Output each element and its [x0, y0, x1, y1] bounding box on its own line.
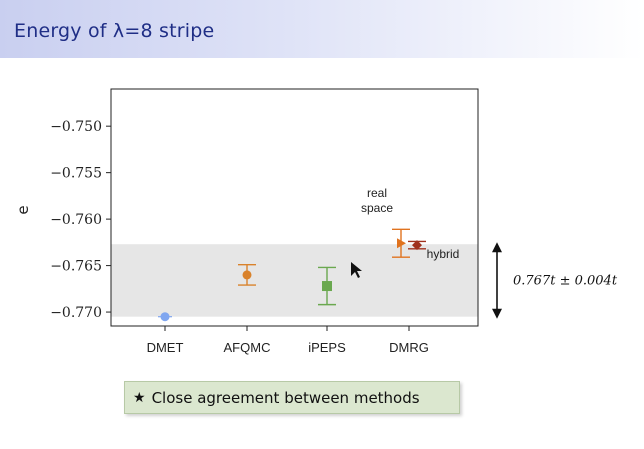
x-tick-label: iPEPS	[308, 340, 346, 355]
y-tick-label: −0.750	[50, 119, 102, 135]
arrow-head-top	[492, 242, 502, 253]
star-icon: ★	[133, 389, 146, 406]
consensus-band	[111, 244, 478, 317]
y-tick-label: −0.755	[50, 166, 102, 182]
band-annotation: 0.767t ± 0.004t	[513, 273, 618, 288]
plot-frame	[110, 88, 479, 327]
callout-text: Close agreement between methods	[151, 388, 420, 407]
annotation-real: real	[367, 186, 387, 200]
y-axis-label: e	[14, 205, 32, 214]
annotation-space: space	[361, 201, 393, 215]
data-point-dmrg-real-space	[397, 238, 406, 249]
callout-box: ★ Close agreement between methods	[124, 381, 460, 414]
x-tick-label: AFQMC	[224, 340, 271, 355]
data-point-dmet	[160, 312, 170, 322]
slide-title: Energy of λ=8 stripe	[14, 20, 215, 42]
title-band	[0, 0, 644, 58]
y-tick-label: −0.760	[50, 212, 102, 228]
x-tick-label: DMRG	[389, 340, 429, 355]
arrow-head-bottom	[492, 308, 502, 319]
y-tick-label: −0.770	[50, 305, 102, 321]
mouse-cursor-icon	[351, 262, 362, 278]
y-tick-label: −0.765	[50, 259, 102, 275]
data-point-afqmc	[242, 270, 252, 280]
annotation-hybrid: hybrid	[427, 247, 460, 261]
data-point-ipeps	[322, 281, 332, 292]
x-tick-label: DMET	[147, 340, 184, 355]
data-point-dmrg-hybrid	[412, 240, 422, 251]
